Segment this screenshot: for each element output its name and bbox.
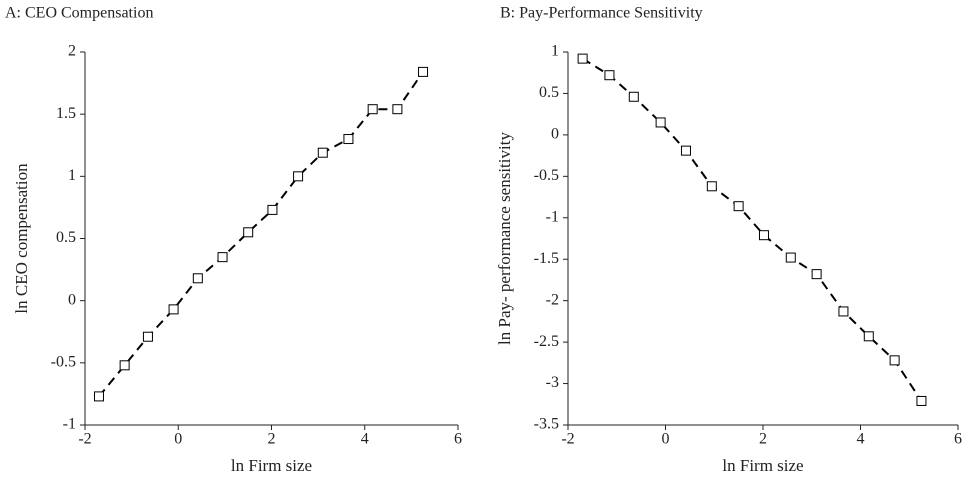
data-line bbox=[98, 71, 424, 398]
data-point bbox=[916, 395, 927, 406]
chart-title: B: Pay-Performance Sensitivity bbox=[500, 5, 703, 22]
y-tick-label: 0 bbox=[68, 291, 76, 308]
data-point bbox=[758, 230, 769, 241]
data-point bbox=[192, 273, 203, 284]
x-tick-label: 4 bbox=[857, 431, 865, 448]
x-axis-label: ln Firm size bbox=[722, 456, 803, 475]
x-tick-label: 0 bbox=[662, 431, 670, 448]
x-tick-label: 4 bbox=[361, 431, 369, 448]
data-point bbox=[577, 53, 588, 64]
y-tick-label: -3 bbox=[546, 374, 559, 391]
data-point bbox=[604, 70, 615, 81]
y-axis-label: ln Pay- performance sensitivity bbox=[495, 132, 514, 345]
data-point bbox=[392, 104, 403, 115]
data-point bbox=[785, 252, 796, 263]
data-point bbox=[706, 181, 717, 192]
data-point bbox=[838, 306, 849, 317]
y-tick-label: -0.5 bbox=[534, 167, 559, 184]
data-point bbox=[168, 304, 179, 315]
x-tick-label: 6 bbox=[954, 431, 962, 448]
data-point bbox=[317, 147, 328, 158]
data-point bbox=[217, 252, 228, 263]
data-point bbox=[628, 91, 639, 102]
y-axis-label: ln CEO compensation bbox=[12, 163, 31, 314]
chart-title: A: CEO Compensation bbox=[5, 5, 153, 22]
data-point bbox=[418, 66, 429, 77]
y-tick-label: -3.5 bbox=[534, 416, 559, 433]
y-tick-label: -2 bbox=[546, 291, 559, 308]
data-point bbox=[93, 391, 104, 402]
y-tick-label: 2 bbox=[68, 43, 76, 60]
data-line bbox=[582, 57, 923, 402]
data-point bbox=[243, 227, 254, 238]
data-point bbox=[733, 201, 744, 212]
data-point bbox=[142, 331, 153, 342]
y-tick-label: 0.5 bbox=[56, 229, 76, 246]
data-point bbox=[811, 269, 822, 280]
y-tick-label: 1 bbox=[551, 43, 559, 60]
data-point bbox=[655, 117, 666, 128]
y-tick-label: -1 bbox=[63, 416, 76, 433]
x-tick-label: -2 bbox=[561, 431, 574, 448]
y-tick-label: 1 bbox=[68, 167, 76, 184]
data-point bbox=[889, 355, 900, 366]
y-tick-label: 0 bbox=[551, 126, 559, 143]
y-tick-label: 1.5 bbox=[56, 105, 76, 122]
x-tick-label: 2 bbox=[759, 431, 767, 448]
y-tick-label: 0.5 bbox=[539, 84, 559, 101]
data-point bbox=[680, 145, 691, 156]
y-tick-label: -2.5 bbox=[534, 333, 559, 350]
data-point bbox=[343, 134, 354, 145]
x-axis-label: ln Firm size bbox=[231, 456, 312, 475]
x-tick-label: 6 bbox=[454, 431, 462, 448]
x-tick-label: 2 bbox=[268, 431, 276, 448]
y-tick-label: -0.5 bbox=[51, 354, 76, 371]
x-tick-label: 0 bbox=[174, 431, 182, 448]
data-point bbox=[863, 331, 874, 342]
x-tick-label: -2 bbox=[78, 431, 91, 448]
y-tick-label: -1 bbox=[546, 208, 559, 225]
data-point bbox=[367, 104, 378, 115]
data-point bbox=[293, 171, 304, 182]
y-tick-label: -1.5 bbox=[534, 250, 559, 267]
data-point bbox=[267, 204, 278, 215]
data-point bbox=[119, 360, 130, 371]
